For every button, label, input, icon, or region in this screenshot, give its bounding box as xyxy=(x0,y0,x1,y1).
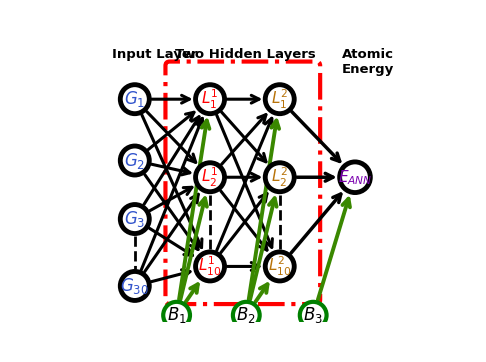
Circle shape xyxy=(300,302,327,329)
Text: $G_3$: $G_3$ xyxy=(124,209,145,229)
Text: $G_2$: $G_2$ xyxy=(124,151,145,171)
Circle shape xyxy=(121,146,149,175)
Text: $E_{ANN}$: $E_{ANN}$ xyxy=(338,168,372,186)
Circle shape xyxy=(121,272,149,300)
Circle shape xyxy=(195,85,225,114)
Text: $G_1$: $G_1$ xyxy=(124,89,145,109)
Text: $L_{10}^1$: $L_{10}^1$ xyxy=(198,255,222,278)
Circle shape xyxy=(121,205,149,233)
Circle shape xyxy=(195,163,225,192)
Circle shape xyxy=(265,252,294,281)
Text: $G_{30}$: $G_{30}$ xyxy=(121,276,149,296)
Circle shape xyxy=(163,302,190,329)
Circle shape xyxy=(265,85,294,114)
Text: Atomic
Energy: Atomic Energy xyxy=(341,48,394,76)
Circle shape xyxy=(340,162,370,193)
Circle shape xyxy=(121,85,149,114)
Text: Input Layer: Input Layer xyxy=(112,48,198,60)
Circle shape xyxy=(233,302,260,329)
Text: $L_1^1$: $L_1^1$ xyxy=(201,88,219,111)
Text: $L_1^2$: $L_1^2$ xyxy=(271,88,288,111)
Text: $L_2^2$: $L_2^2$ xyxy=(271,166,288,189)
Text: $B_1$: $B_1$ xyxy=(167,305,187,325)
Text: $B_2$: $B_2$ xyxy=(237,305,256,325)
Text: Two Hidden Layers: Two Hidden Layers xyxy=(174,48,315,60)
Text: $L_2^1$: $L_2^1$ xyxy=(201,166,219,189)
Text: $L_{10}^2$: $L_{10}^2$ xyxy=(268,255,292,278)
Text: $B_3$: $B_3$ xyxy=(303,305,323,325)
Circle shape xyxy=(195,252,225,281)
Circle shape xyxy=(265,163,294,192)
